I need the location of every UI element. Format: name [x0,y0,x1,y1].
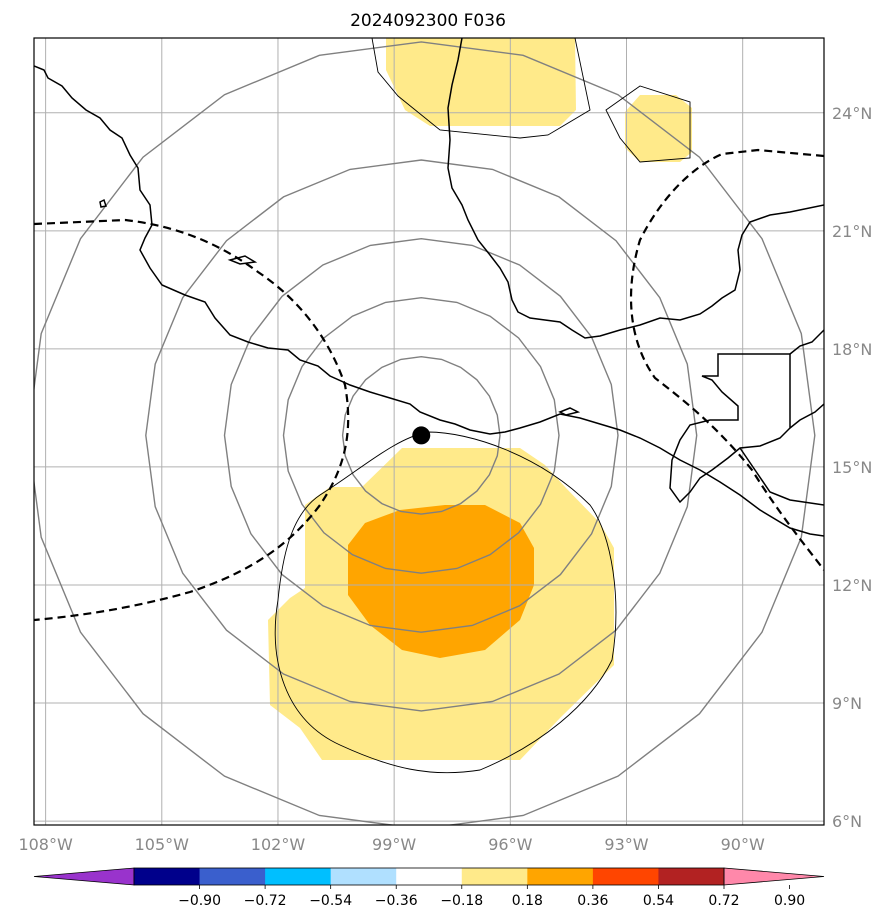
lat-lon-gridlines [34,38,824,825]
colorbar-tick-label: −0.54 [309,893,352,909]
dashed-boundary-west [34,218,350,622]
colorbar-segment [199,868,266,885]
anomaly-fill-layer [268,38,692,760]
colorbar-tick-label: 0.72 [708,893,739,909]
colorbar-tick-label: 0.18 [512,893,543,909]
border-belize-honduras [739,329,824,506]
colorbar-segment [265,868,332,885]
lon-tick-label: 102°W [251,835,306,854]
colorbar-tick-label: 0.54 [643,893,674,909]
range-ring [341,355,501,515]
lon-tick-label: 96°W [488,835,532,854]
range-rings [34,41,816,825]
lat-tick-label: 21°N [832,222,872,241]
colorbar-segment [592,868,659,885]
lon-tick-label: 93°W [604,835,648,854]
colorbar-segment [396,868,463,885]
colorbar-segment [527,868,594,885]
colorbar-tick-label: −0.90 [178,893,221,909]
cone-contour-south [274,431,617,774]
range-ring [34,41,816,825]
colorbar-tick-label: −0.18 [440,893,483,909]
plot-frame [33,37,825,826]
lon-tick-label: 99°W [372,835,416,854]
range-ring [282,296,560,574]
island-small-3 [558,407,581,416]
colorbar-segment [134,868,201,885]
colorbar-segment [330,868,397,885]
anomaly-region-north [386,38,576,126]
contour-north-2 [605,85,691,163]
lat-tick-label: 6°N [832,812,862,831]
dashed-boundaries [34,148,824,622]
colorbar-tick-label: −0.36 [375,893,418,909]
colorbar: −0.90 −0.72 −0.54 −0.36 −0.18 0.18 0.36 0.54 0.7… [33,867,825,909]
border-guatemala [669,353,791,504]
coastlines-and-borders [34,38,824,537]
thin-contours [274,38,691,774]
longitude-tick-labels: 108°W 105°W 102°W 99°W 96°W 93°W 90°W [18,835,765,854]
range-ring [145,159,698,712]
lon-tick-label: 105°W [135,835,190,854]
anomaly-region-northeast [625,95,692,162]
colorbar-extend-max [723,867,825,886]
colorbar-tick-label: −0.72 [244,893,287,909]
lat-tick-label: 24°N [832,104,872,123]
island-small-1 [99,198,107,208]
lat-tick-label: 18°N [832,340,872,359]
colorbar-tick-label: 0.90 [774,893,805,909]
coastline-gulf-mexico [447,38,824,339]
lat-tick-label: 12°N [832,576,872,595]
colorbar-segment [658,868,725,885]
island-small-2 [227,255,258,265]
map-title: 2024092300 F036 [350,11,506,31]
storm-center-marker [412,426,431,445]
coastline-pacific-mexico [34,65,824,537]
colorbar-segment [461,868,528,885]
contour-north-1 [371,38,591,139]
latitude-tick-labels: 6°N 9°N 12°N 15°N 18°N 21°N 24°N [832,104,872,831]
lon-tick-label: 108°W [18,835,73,854]
lat-tick-label: 15°N [832,458,872,477]
colorbar-tick-label: 0.36 [577,893,608,909]
lat-tick-label: 9°N [832,694,862,713]
lon-tick-label: 90°W [721,835,765,854]
dashed-boundary-east [629,148,824,571]
colorbar-extend-min [33,867,135,886]
colorbar-outline [133,867,725,886]
range-ring [223,237,619,633]
